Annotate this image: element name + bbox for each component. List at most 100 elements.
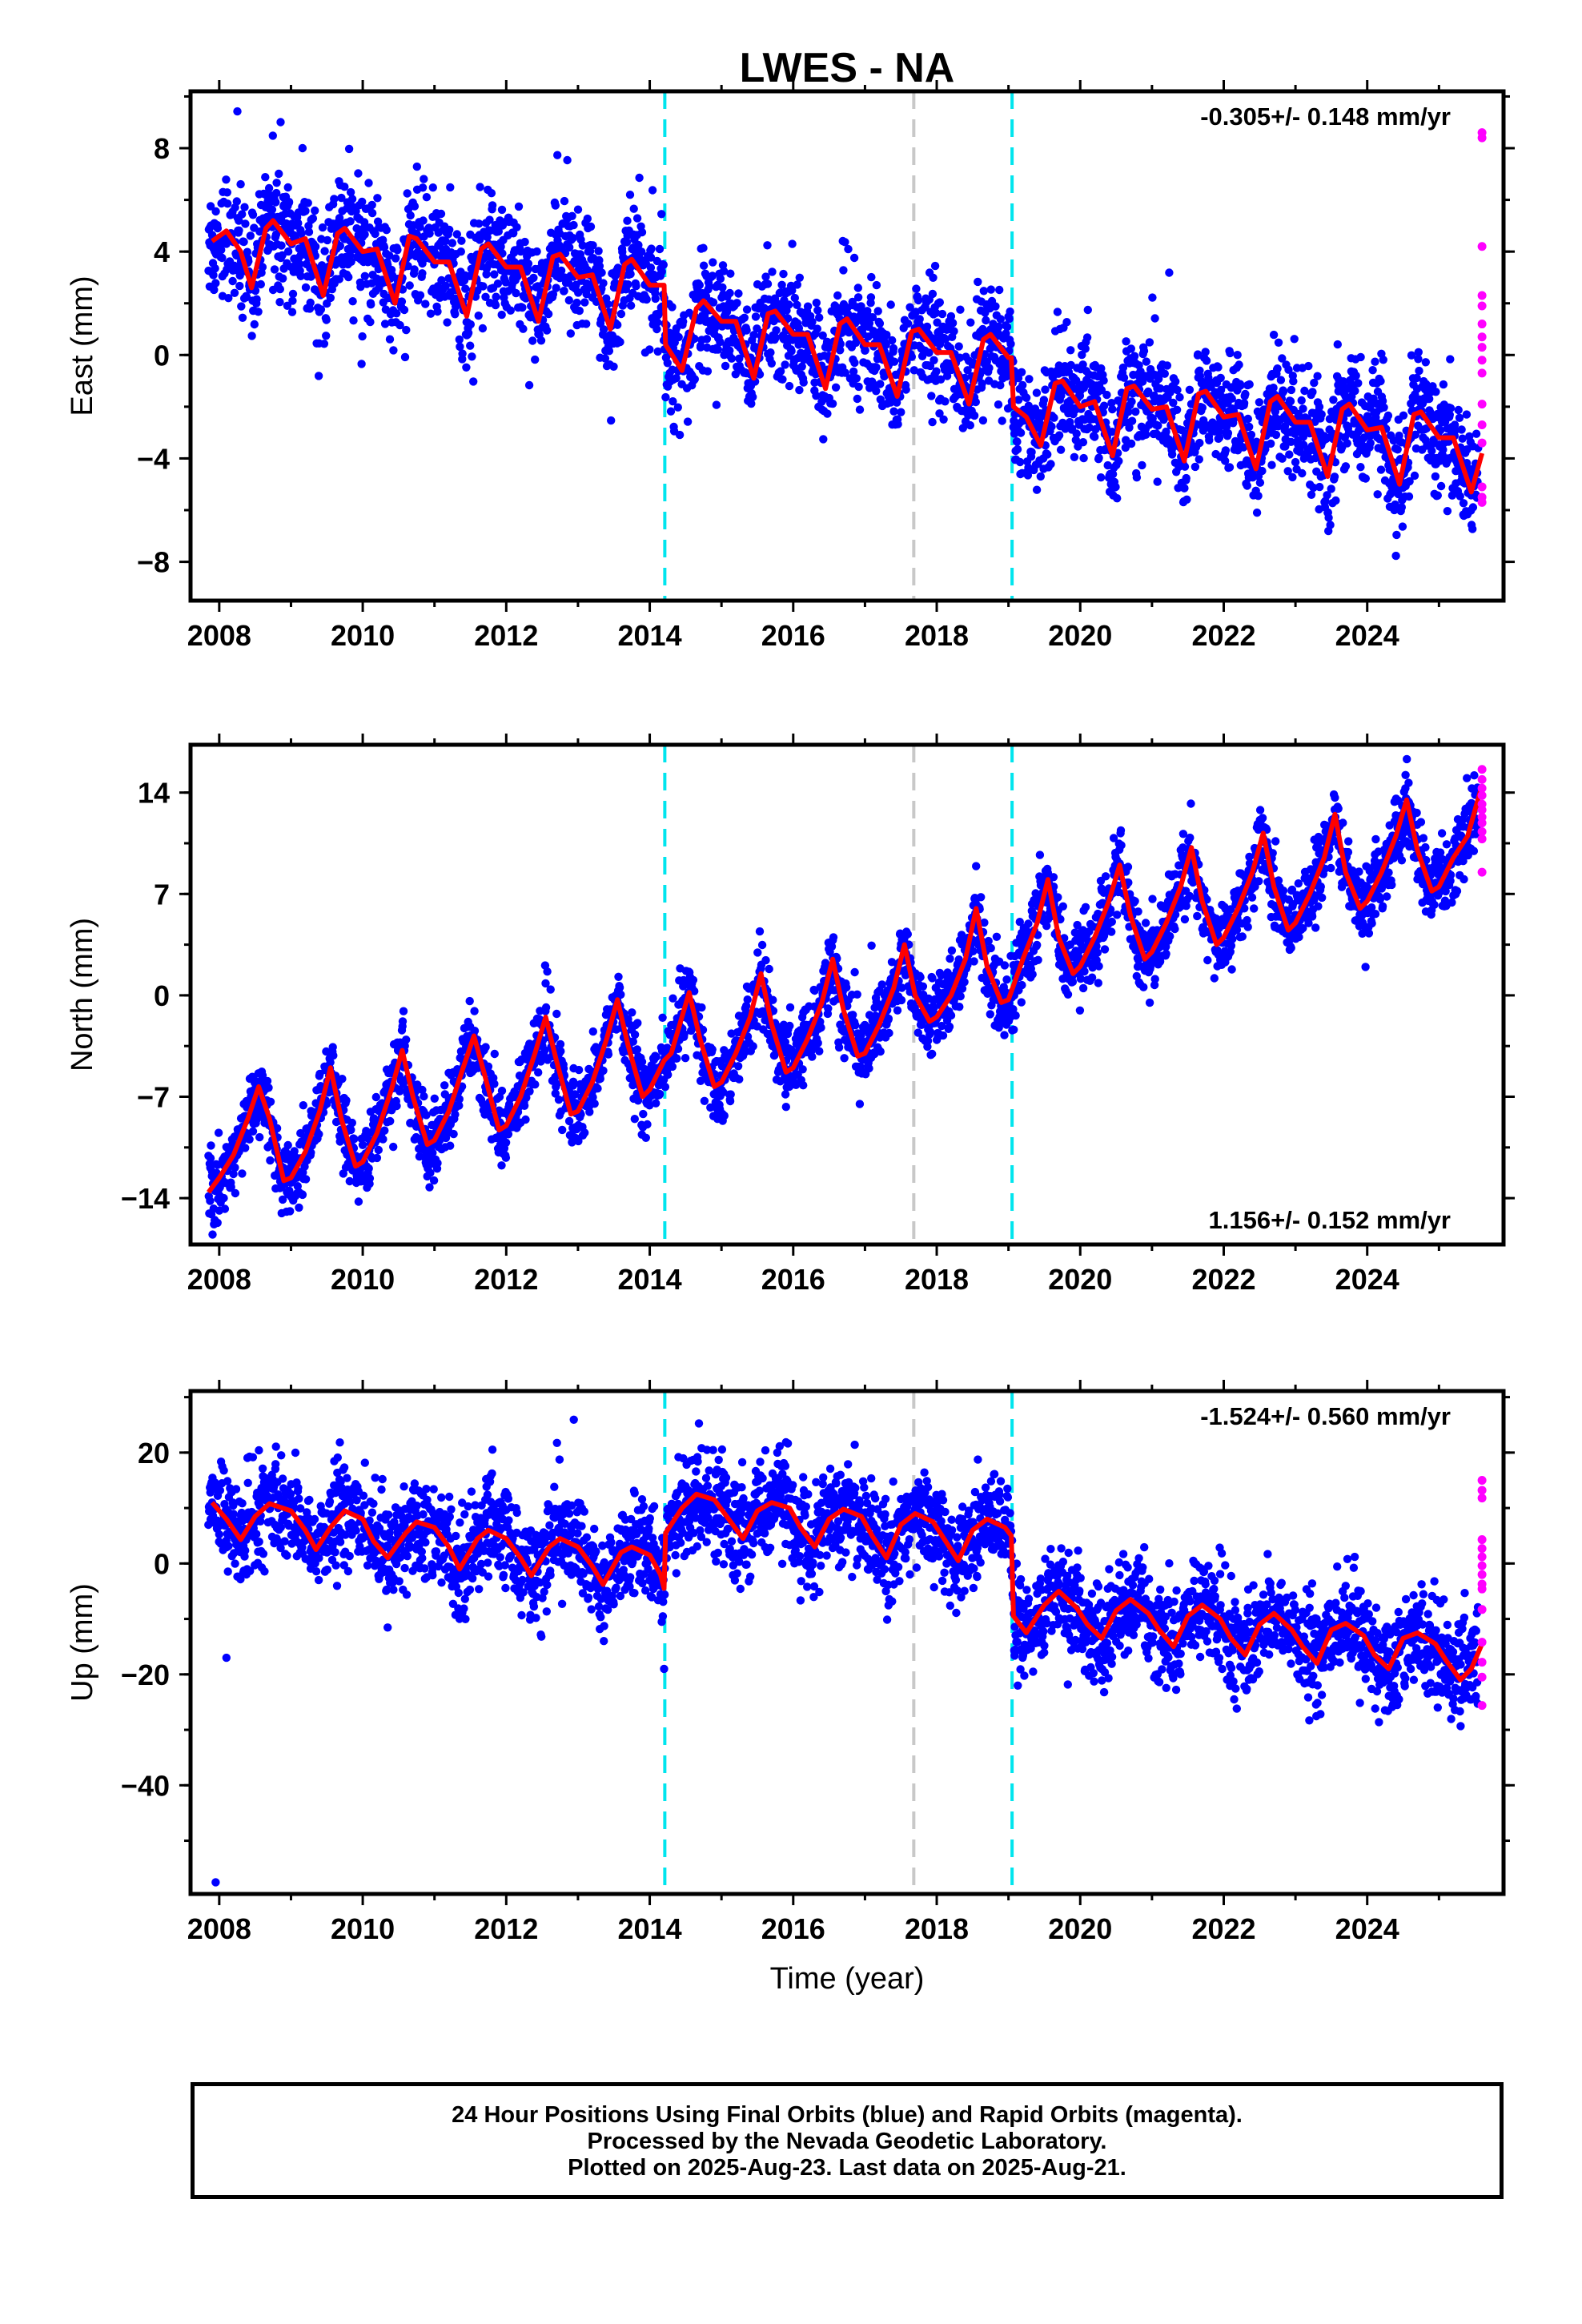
final-orbit-point [354,169,363,178]
final-orbit-point [1191,462,1200,472]
final-orbit-point [1053,308,1062,316]
final-orbit-point [712,400,721,409]
final-orbit-point [231,1163,239,1172]
final-orbit-point [235,226,243,235]
final-orbit-point [393,246,402,255]
final-orbit-point [828,399,837,408]
final-orbit-point [1425,394,1434,404]
final-orbit-point [223,188,231,197]
final-orbit-point [457,236,466,245]
final-orbit-point [275,169,283,179]
final-orbit-point [1333,340,1343,349]
final-orbit-point [1458,434,1467,443]
final-orbit-point [1097,364,1106,373]
final-orbit-point [314,372,323,380]
final-orbit-point [398,1017,408,1026]
final-orbit-point [542,326,552,335]
final-orbit-point [522,1093,531,1103]
final-orbit-point [270,265,279,274]
final-orbit-point [443,318,452,327]
final-orbit-point [1309,483,1318,493]
final-orbit-point [880,372,889,381]
final-orbit-point [1433,491,1443,500]
final-orbit-point [1310,378,1319,388]
final-orbit-point [1078,350,1086,360]
rapid-orbit-point [1477,368,1487,378]
final-orbit-point [1223,428,1233,438]
final-orbit-point [254,308,263,316]
final-orbit-point [956,305,965,314]
final-orbit-point [516,247,525,256]
final-orbit-point [391,254,400,263]
final-orbit-point [875,319,885,328]
final-orbit-point [568,211,576,220]
final-orbit-point [551,201,560,210]
final-orbit-point [352,224,361,233]
final-orbit-point [1107,428,1117,436]
final-orbit-point [718,283,727,292]
final-orbit-point [630,1030,640,1039]
final-orbit-point [405,281,414,290]
final-orbit-point [1132,473,1142,482]
final-orbit-point [466,320,475,329]
final-orbit-point [299,1101,307,1110]
final-orbit-point [1041,385,1050,394]
final-orbit-point [1297,396,1306,405]
final-orbit-point [1343,439,1351,448]
rapid-orbit-point [1477,332,1487,342]
final-orbit-point [849,253,859,263]
final-orbit-point [452,230,461,239]
final-orbit-point [367,208,377,218]
final-orbit-point [1307,490,1316,499]
final-orbit-point [731,370,740,379]
final-orbit-point [290,1147,299,1156]
final-orbit-point [458,349,467,358]
final-orbit-point [615,983,624,992]
final-orbit-point [543,967,552,976]
final-orbit-point [928,417,937,427]
final-orbit-point [1451,426,1460,435]
final-orbit-point [345,1176,354,1186]
y-tick-label: −8 [137,546,170,579]
final-orbit-point [227,1183,235,1192]
final-orbit-point [1271,430,1281,440]
final-orbit-point [603,300,612,308]
final-orbit-point [429,1176,439,1185]
final-orbit-point [643,1120,652,1129]
rapid-orbit-point [1477,356,1487,365]
final-orbit-point [1039,396,1049,404]
final-orbit-point [1233,351,1242,360]
final-orbit-point [690,375,699,384]
final-orbit-point [317,261,327,270]
rapid-orbit-point [1477,133,1487,143]
final-orbit-point [1221,446,1231,455]
final-orbit-point [626,301,636,310]
final-orbit-point [565,243,574,252]
final-orbit-point [271,198,280,207]
final-orbit-point [1267,439,1275,448]
final-orbit-point [1014,396,1023,404]
final-orbit-point [1090,432,1099,441]
x-tick-label: 2018 [905,619,969,652]
final-orbit-point [1017,368,1026,376]
final-orbit-point [1167,450,1177,459]
final-orbit-point [206,1196,215,1205]
final-orbit-point [213,223,223,233]
final-orbit-point [932,308,941,317]
final-orbit-point [485,215,494,224]
final-orbit-point [970,411,979,420]
final-orbit-point [652,1052,661,1061]
final-orbit-point [978,379,986,388]
final-orbit-point [927,392,936,400]
final-orbit-point [328,1043,337,1051]
plot-area [204,91,1487,601]
final-orbit-point [1099,401,1109,410]
final-orbit-point [1154,374,1163,384]
final-orbit-point [534,1068,543,1077]
final-orbit-point [954,342,963,351]
final-orbit-point [578,241,587,250]
final-orbit-point [1185,385,1195,394]
final-orbit-point [237,302,246,311]
final-orbit-point [553,151,562,159]
